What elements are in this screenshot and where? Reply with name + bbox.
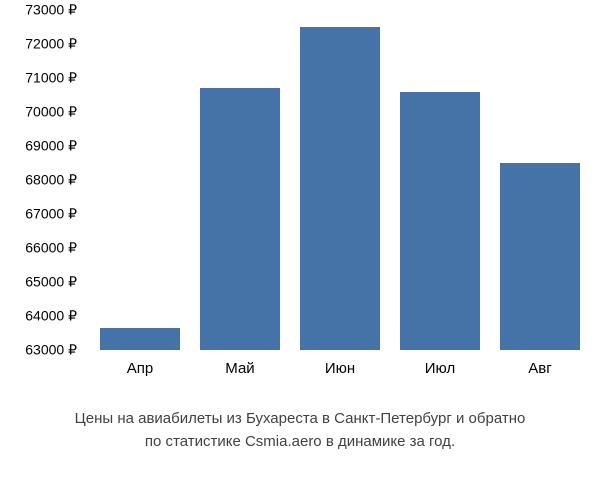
x-tick-label: Авг [528, 360, 551, 377]
bar [300, 27, 380, 350]
y-tick-label: 65000 ₽ [25, 274, 77, 291]
x-tick-label: Май [225, 360, 254, 377]
price-chart: 63000 ₽ 64000 ₽ 65000 ₽ 66000 ₽ 67000 ₽ 68000… [0, 10, 600, 390]
y-tick-label: 68000 ₽ [25, 172, 77, 189]
x-axis: Апр Май Июн Июл Авг [85, 360, 585, 390]
x-tick-label: Июл [425, 360, 455, 377]
chart-caption: Цены на авиабилеты из Бухареста в Санкт-… [0, 408, 600, 453]
caption-line-2: по статистике Csmia.aero в динамике за г… [10, 431, 590, 454]
y-tick-label: 70000 ₽ [25, 104, 77, 121]
bar [500, 163, 580, 350]
y-tick-label: 67000 ₽ [25, 206, 77, 223]
x-tick-label: Апр [127, 360, 153, 377]
y-tick-label: 63000 ₽ [25, 342, 77, 359]
y-tick-label: 71000 ₽ [25, 70, 77, 87]
plot-area [85, 10, 585, 350]
y-tick-label: 64000 ₽ [25, 308, 77, 325]
y-tick-label: 73000 ₽ [25, 2, 77, 19]
caption-line-1: Цены на авиабилеты из Бухареста в Санкт-… [10, 408, 590, 431]
bar [200, 88, 280, 350]
y-tick-label: 72000 ₽ [25, 36, 77, 53]
y-axis: 63000 ₽64000 ₽65000 ₽66000 ₽67000 ₽68000… [0, 10, 85, 350]
bar [100, 328, 180, 350]
y-tick-label: 69000 ₽ [25, 138, 77, 155]
bar [400, 92, 480, 350]
x-tick-label: Июн [325, 360, 355, 377]
y-tick-label: 66000 ₽ [25, 240, 77, 257]
